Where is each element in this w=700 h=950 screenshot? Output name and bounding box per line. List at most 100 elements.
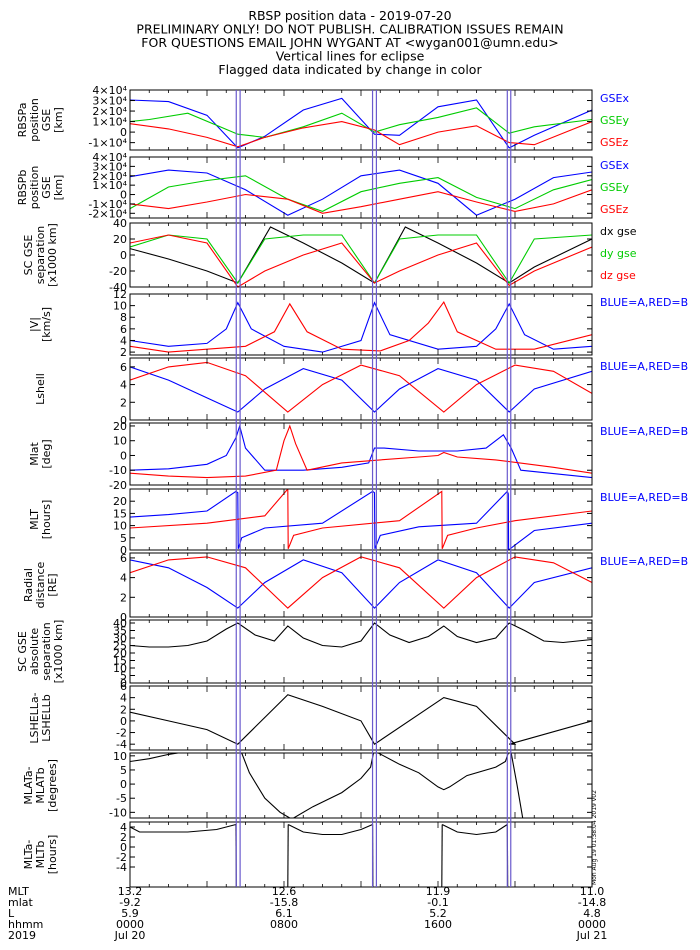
y-tick-label: 0: [120, 189, 127, 202]
legend-entry: dx gse: [600, 225, 637, 238]
series-line: [130, 366, 592, 413]
series-line: [130, 169, 592, 216]
y-axis-label: SC GSE: [16, 631, 29, 672]
y-tick-label: -10: [109, 464, 127, 477]
y-tick-label: 4: [120, 379, 127, 392]
y-tick-label: 0: [120, 126, 127, 139]
y-axis-label: [deg]: [40, 439, 53, 468]
y-axis-label: [km]: [52, 175, 65, 201]
series-line: [130, 753, 179, 763]
y-tick-label: 4: [120, 572, 127, 585]
series-line: [130, 424, 592, 479]
y-tick-label: 3×10⁴: [92, 95, 127, 108]
series-line: [130, 97, 592, 149]
y-tick-label: 10: [113, 520, 127, 533]
y-axis-label: position: [28, 98, 41, 142]
legend-entry: GSEz: [600, 136, 628, 149]
x-axis-value: -9.2: [119, 896, 140, 909]
legend-entry: GSEx: [600, 92, 629, 105]
y-axis-label: MLATb: [34, 767, 47, 803]
y-tick-label: 8: [120, 311, 127, 324]
y-tick-label: 10: [113, 750, 127, 763]
y-tick-label: 30: [113, 632, 127, 645]
title-line: FOR QUESTIONS EMAIL JOHN WYGANT AT <wyga…: [141, 35, 558, 50]
y-tick-label: 0: [120, 414, 127, 427]
y-tick-label: 4×10⁴: [92, 151, 127, 164]
x-axis-row-label: mlat: [8, 896, 34, 909]
x-axis-value: 4.8: [583, 907, 601, 920]
legend-entry: dy gse: [600, 247, 637, 260]
y-tick-label: 0: [120, 778, 127, 791]
y-tick-label: -20: [109, 265, 127, 278]
y-tick-label: 3×10⁴: [92, 160, 127, 173]
y-tick-label: 2: [120, 396, 127, 409]
y-tick-label: 1×10⁴: [92, 116, 127, 129]
y-tick-label: 4×10⁴: [92, 84, 127, 97]
series-line: [130, 361, 592, 413]
y-tick-label: 2: [120, 591, 127, 604]
y-axis-label: RBSPb: [16, 170, 29, 206]
y-tick-label: 4: [120, 821, 127, 834]
y-tick-label: 6: [120, 323, 127, 336]
x-axis-value: 11.9: [426, 885, 451, 898]
y-tick-label: 5: [120, 532, 127, 545]
series-line: [130, 622, 592, 648]
x-axis-value: 5.9: [121, 907, 139, 920]
title-line: PRELIMINARY ONLY! DO NOT PUBLISH. CALIBR…: [136, 22, 563, 37]
series-line: [441, 824, 508, 836]
side-stamp: Mon Aug 19 01:38:04 2019 v02: [591, 790, 598, 885]
x-axis-value: 5.2: [429, 907, 447, 920]
y-tick-label: 20: [113, 647, 127, 660]
panel-mlat: -20 -10 010 20 Mlat [deg] BLUE=A,RED=B: [28, 420, 688, 492]
y-tick-label: -10: [109, 806, 127, 819]
series-line: [130, 107, 592, 138]
x-axis-value: 0000: [116, 918, 144, 931]
series-line: [130, 121, 592, 148]
y-tick-label: 0: [120, 449, 127, 462]
legend-entry: GSEz: [600, 203, 628, 216]
legend-entry: GSEx: [600, 159, 629, 172]
y-axis-label: position: [28, 166, 41, 210]
series-line: [130, 489, 592, 550]
panel-sc-sep: -40 -20 0 20 40 SC GSE separation [x1000 km] dx …: [22, 217, 637, 294]
y-tick-label: 0: [120, 677, 127, 690]
y-axis-label: absolute: [28, 628, 41, 676]
y-tick-label: 0: [120, 249, 127, 262]
x-axis-value: 13.2: [118, 885, 143, 898]
x-axis-value: 0000: [578, 918, 606, 931]
y-tick-label: 2: [120, 831, 127, 844]
y-axis-label: [x1000 km]: [46, 223, 59, 287]
x-axis-value: -15.8: [270, 896, 298, 909]
series-line: [130, 234, 592, 287]
series-line: [130, 559, 592, 609]
y-tick-label: 2×10⁴: [92, 105, 127, 118]
y-axis-label: Radial: [22, 568, 35, 602]
series-line: [130, 556, 592, 609]
y-axis-label: Mlat: [28, 442, 41, 466]
panel-frame: [129, 821, 593, 888]
y-axis-label: |V|: [28, 317, 41, 332]
series-line: [293, 753, 375, 818]
y-tick-label: 0: [120, 841, 127, 854]
panel-frame: [129, 156, 593, 219]
x-axis-row-label: MLT: [8, 885, 29, 898]
panel-lshell: 0 2 4 6 Lshell BLUE=A,RED=B: [34, 357, 688, 427]
y-tick-label: -2: [116, 727, 127, 740]
x-axis-row-label: 2019: [8, 929, 36, 942]
y-axis-label: separation: [40, 622, 53, 681]
y-tick-label: 5: [120, 764, 127, 777]
legend-entry: BLUE=A,RED=B: [600, 555, 688, 568]
y-axis-label: MLT: [28, 509, 41, 530]
series-line: [130, 424, 592, 479]
y-tick-label: -1×10⁴: [88, 198, 127, 211]
series-line: [241, 753, 291, 818]
y-tick-label: 6: [120, 361, 127, 374]
y-tick-label: 6: [120, 680, 127, 693]
y-tick-label: 4: [120, 692, 127, 705]
y-tick-label: 2×10⁴: [92, 170, 127, 183]
x-axis-value: 1600: [424, 918, 452, 931]
